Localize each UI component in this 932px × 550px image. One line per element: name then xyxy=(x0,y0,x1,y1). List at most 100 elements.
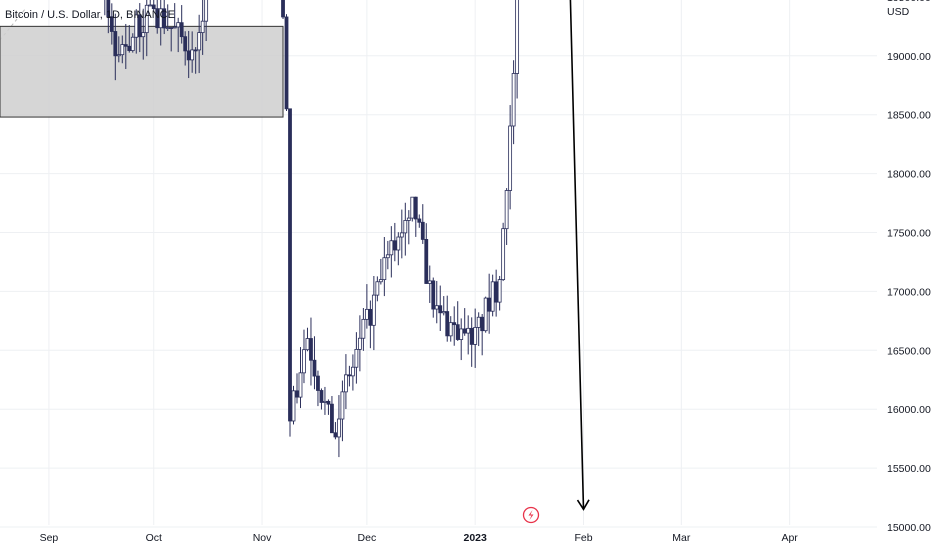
candle-body-2022-11-13 xyxy=(302,349,306,374)
date-tick-2: Nov xyxy=(253,532,272,544)
price-tick-8: 19000.00 xyxy=(887,51,931,63)
candle-body-2022-10-12 xyxy=(190,49,195,61)
candle-body-2022-12-22 xyxy=(438,305,443,314)
candle-body-2023-01-10 xyxy=(504,190,509,230)
date-tick-0: Sep xyxy=(40,532,59,544)
candle-body-2022-12-25 xyxy=(448,322,453,337)
candle-body-2022-12-28 xyxy=(459,328,464,340)
candle-body-2022-12-14 xyxy=(410,196,415,219)
candle-body-2022-10-16 xyxy=(204,0,209,22)
candle-body-2022-10-15 xyxy=(200,20,205,34)
candle-body-2022-09-28 xyxy=(141,32,146,38)
price-tick-5: 17500.00 xyxy=(887,228,931,240)
date-tick-6: Mar xyxy=(672,532,691,544)
candle-body-2022-12-07 xyxy=(385,254,390,259)
candle-body-2022-09-26 xyxy=(134,14,139,38)
candle-body-2022-12-17 xyxy=(420,221,425,240)
candle-body-2022-10-13 xyxy=(193,49,198,52)
candle-body-2022-11-14 xyxy=(305,338,310,351)
price-tick-6: 18000.00 xyxy=(887,169,931,181)
candle-body-2022-12-08 xyxy=(389,240,394,256)
candle-body-2023-01-13 xyxy=(515,0,520,74)
price-tick-3: 16500.00 xyxy=(887,345,931,357)
candle-body-2022-09-19 xyxy=(109,16,114,32)
candle-body-2022-12-20 xyxy=(431,280,436,310)
candle-body-2022-12-18 xyxy=(424,239,429,284)
candle-body-2022-12-01 xyxy=(364,308,369,320)
candle-body-2022-09-27 xyxy=(137,14,142,38)
candle-body-2022-11-23 xyxy=(337,418,341,438)
candle-body-2022-10-02 xyxy=(155,8,160,29)
price-axis[interactable]: USD 15000.00 15500.00 16000.00 16500.00 17000… xyxy=(887,0,931,534)
candle-body-2022-12-04 xyxy=(375,281,380,296)
candle-body-2022-12-30 xyxy=(466,327,471,334)
candle-body-2022-10-11 xyxy=(186,50,191,61)
candle-body-2022-09-18 xyxy=(106,0,111,18)
candle-body-2023-01-08 xyxy=(497,279,502,303)
candle-body-2022-09-20 xyxy=(113,31,118,57)
candle-body-2022-12-15 xyxy=(413,196,418,220)
candle-body-2022-11-12 xyxy=(298,372,303,398)
candle-body-2023-01-09 xyxy=(501,228,506,281)
candle-body-2022-11-20 xyxy=(326,400,331,405)
candle-body-2022-10-08 xyxy=(176,22,181,28)
candle-body-2022-10-07 xyxy=(172,26,177,29)
candle-body-2022-12-02 xyxy=(368,308,373,326)
candle-body-2022-12-26 xyxy=(452,322,457,326)
candle-body-2022-09-21 xyxy=(116,54,121,57)
candle-body-2022-10-03 xyxy=(158,8,163,29)
candle-body-2022-11-27 xyxy=(350,366,355,377)
candle-body-2022-12-19 xyxy=(427,280,432,284)
candle-body-2022-12-05 xyxy=(378,279,383,283)
candle-body-2022-11-19 xyxy=(323,400,327,403)
price-tick-4: 17000.00 xyxy=(887,286,931,298)
event-flag-icon[interactable] xyxy=(522,506,540,524)
candle-body-2022-09-22 xyxy=(120,44,125,56)
symbol-title: Bitcoin / U.S. Dollar, 1D, BINANCE xyxy=(5,9,175,21)
candle-body-2022-12-29 xyxy=(462,328,467,334)
projection-down-path-arrowhead xyxy=(576,499,590,511)
candle-body-2022-11-09 xyxy=(288,108,292,422)
candle-body-2022-11-25 xyxy=(344,374,348,393)
candle-body-2022-12-27 xyxy=(455,324,460,340)
candle-body-2022-12-10 xyxy=(396,236,401,251)
date-tick-4: 2023 xyxy=(464,532,488,544)
candle-body-2022-12-21 xyxy=(434,305,439,310)
candle-body-2022-10-06 xyxy=(169,27,174,29)
candle-body-2022-09-24 xyxy=(127,45,132,51)
candle-body-2022-11-22 xyxy=(333,432,338,438)
candle-body-2022-12-06 xyxy=(382,257,387,281)
candle-body-2022-12-24 xyxy=(445,311,450,337)
price-tick-9: 19500.00 xyxy=(887,0,931,4)
candle-body-2023-01-05 xyxy=(487,297,492,312)
candle-body-2022-12-12 xyxy=(403,220,408,234)
candle-body-2022-10-10 xyxy=(183,36,188,52)
candle-body-2022-12-16 xyxy=(417,218,422,223)
drawing-lines[interactable] xyxy=(0,0,877,511)
support-resistance-zones[interactable] xyxy=(0,0,284,118)
price-tick-7: 18500.00 xyxy=(887,110,931,122)
price-tick-2: 16000.00 xyxy=(887,404,931,416)
candle-body-2023-01-06 xyxy=(490,281,495,312)
date-tick-3: Dec xyxy=(358,532,377,544)
lightning-icon xyxy=(528,510,534,520)
candle-body-2022-11-17 xyxy=(316,375,320,391)
candle-body-2023-01-02 xyxy=(476,316,481,328)
candle-body-2023-01-11 xyxy=(508,125,513,191)
candle-body-2022-11-10 xyxy=(291,390,296,422)
candle-body-2022-11-18 xyxy=(319,390,324,403)
candle-body-2022-11-07 xyxy=(281,0,285,18)
candle-body-2022-10-01 xyxy=(151,4,156,10)
time-axis[interactable]: Sep Oct Nov Dec 2023 Feb Mar Apr xyxy=(40,532,799,544)
projection-down-path[interactable] xyxy=(535,0,585,510)
price-zone-2[interactable] xyxy=(0,25,284,118)
candle-body-2022-10-05 xyxy=(165,27,170,29)
candle-body-2022-11-11 xyxy=(295,390,299,398)
candle-body-2022-12-23 xyxy=(441,311,446,314)
price-tick-0: 15000.00 xyxy=(887,522,931,534)
candle-body-2022-11-30 xyxy=(361,318,366,339)
candlestick-series xyxy=(104,0,520,458)
candle-body-2022-12-09 xyxy=(392,240,397,251)
price-tick-1: 15500.00 xyxy=(887,463,931,475)
